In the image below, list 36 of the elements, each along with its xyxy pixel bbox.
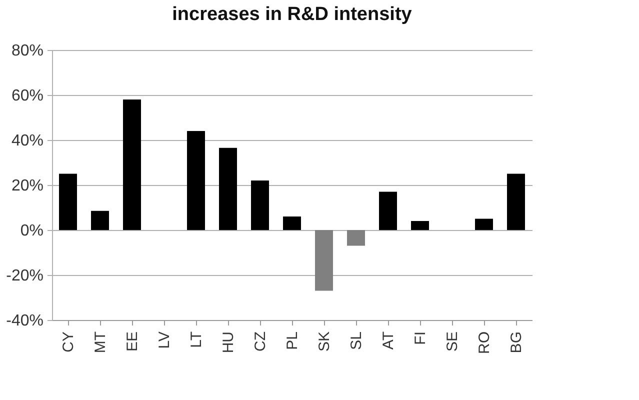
x-tick-label: RO xyxy=(476,332,493,354)
bar xyxy=(507,174,525,230)
x-tick-label: EE xyxy=(124,332,141,352)
x-tick-label: MT xyxy=(92,332,109,354)
x-tick-label: LT xyxy=(188,332,205,348)
y-tick-label: 20% xyxy=(11,178,44,194)
x-tick-label: BG xyxy=(508,332,525,354)
x-tick-label: FI xyxy=(412,332,429,345)
x-tick-label: HU xyxy=(220,332,237,354)
x-tick-label: PL xyxy=(284,332,301,350)
bar xyxy=(59,174,77,230)
bar xyxy=(379,192,397,230)
chart-title: increases in R&D intensity xyxy=(172,4,412,25)
y-tick-label: -40% xyxy=(6,312,44,330)
x-tick-label: SL xyxy=(348,332,365,350)
y-tick-label: 80% xyxy=(11,42,44,60)
x-tick-label: SK xyxy=(316,332,333,352)
bar xyxy=(347,230,365,246)
bar xyxy=(91,210,109,230)
bar xyxy=(315,230,333,291)
y-tick-label: 40% xyxy=(11,132,44,150)
x-tick-label: SE xyxy=(444,332,461,352)
bar xyxy=(251,180,269,230)
bar xyxy=(187,131,205,230)
y-tick-label: 60% xyxy=(11,88,44,104)
x-tick-label: CZ xyxy=(252,332,269,352)
bar xyxy=(411,221,429,230)
x-tick-label: CY xyxy=(60,332,77,352)
bar xyxy=(123,100,141,230)
bar xyxy=(219,148,237,230)
x-tick-label: AT xyxy=(380,332,397,350)
x-tick-label: LV xyxy=(156,332,173,349)
bar xyxy=(475,218,493,230)
bar xyxy=(283,216,301,230)
y-tick-label: 0% xyxy=(20,222,44,240)
y-tick-label: -20% xyxy=(6,268,44,284)
